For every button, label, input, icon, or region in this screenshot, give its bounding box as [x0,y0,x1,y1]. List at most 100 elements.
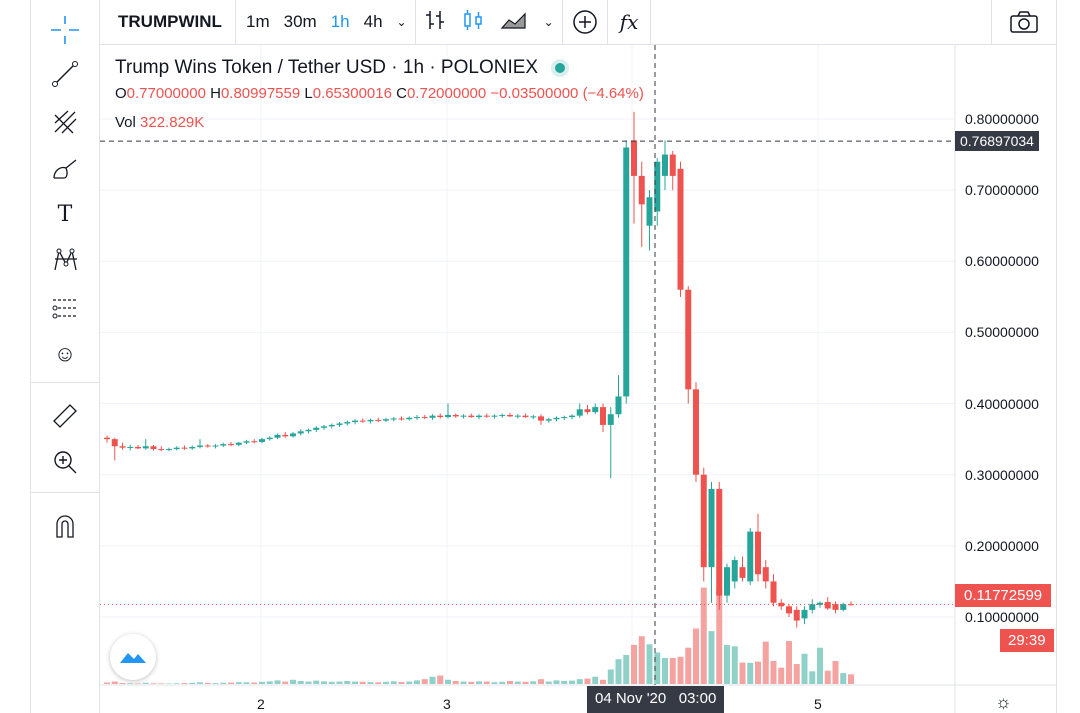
volume-bar [321,681,327,684]
add-compare-icon[interactable] [563,0,607,45]
bar-chart-icon[interactable] [424,8,446,37]
interval-1m[interactable]: 1m [246,12,270,31]
volume-bar [189,682,196,684]
text-icon[interactable]: T [57,201,73,227]
candle-body [321,426,327,428]
candle-body [390,418,397,420]
candle-body [677,168,684,290]
ohlc-values: O0.77000000 H0.80997559 L0.65300016 C0.7… [115,85,644,102]
interval-1h[interactable]: 1h [330,12,350,31]
volume-bar [297,680,304,684]
volume-bar [181,683,188,684]
pitchfork-icon[interactable] [31,102,99,142]
volume-value: 322.829K [140,114,205,131]
volume-bar [545,681,552,684]
prediction-icon[interactable] [31,288,99,328]
candle-body [817,602,823,605]
trend-line-icon[interactable] [31,54,99,94]
symbol-search[interactable]: TRUMPWINL [118,12,222,31]
chevron-down-icon[interactable]: ⌄ [396,15,407,29]
candle-body [840,604,847,610]
pattern-icon[interactable] [31,240,99,280]
camera-icon[interactable] [992,0,1056,45]
candle-body [127,446,134,448]
chart-legend: Trump Wins Token / Tether USD · 1h · POL… [115,57,644,131]
time-label: 5 [814,696,822,712]
settings-icon[interactable]: ☼ [995,692,1012,712]
volume-bar [786,641,792,684]
volume-bar [491,682,498,684]
candle-body [483,415,490,417]
area-chart-icon[interactable] [500,8,528,37]
volume-bar [111,681,118,684]
volume-bar [654,652,661,684]
candle-body [662,154,668,176]
candle-body [166,449,172,451]
candle-body [538,416,544,421]
volume-bar [716,587,723,684]
volume-bar [530,681,537,684]
volume-label[interactable]: Vol [115,114,136,131]
candle-body [344,422,351,424]
price-axis-label: 0.60000000 [965,253,1039,270]
price-axis-label: 0.40000000 [965,395,1039,412]
volume-bar [212,683,219,684]
brush-icon[interactable] [31,148,99,188]
interval-4h[interactable]: 4h [363,12,383,31]
chevron-down-icon[interactable]: ⌄ [543,15,554,29]
candle-body [437,415,444,418]
candle-body [716,488,723,596]
indicators-icon[interactable]: fx [608,0,651,45]
low-label: L [304,85,313,102]
candle-body [592,407,599,413]
candle-body [135,446,141,449]
candle-body [576,409,583,416]
candle-body [228,444,234,446]
volume-bar [778,667,785,684]
volume-bar [747,662,754,684]
volume-bar [437,675,444,684]
volume-bar [817,647,823,684]
candle-body [731,560,738,582]
volume-bar [328,681,335,684]
volume-bar [220,682,227,684]
candle-body [274,434,281,438]
candle-body [514,415,521,417]
tradingview-logo[interactable] [110,634,156,680]
volume-bar [204,682,211,684]
volume-bar [421,679,428,684]
zoom-in-icon[interactable] [31,442,99,482]
volume-bar [251,682,258,684]
volume-bar [762,641,769,684]
volume-bar [824,670,831,684]
volume-bar [848,674,854,684]
candle-body [452,414,459,417]
candle-body [367,419,374,422]
ruler-icon[interactable] [31,396,99,436]
volume-bar [104,682,110,684]
price-axis-label: 0.50000000 [965,324,1039,341]
candle-body [468,415,475,418]
volume-bar [158,683,165,684]
candle-body [406,417,413,420]
volume-bar [367,682,374,684]
volume-bar [538,679,544,684]
candle-body [445,414,451,418]
candle-body [801,609,808,619]
crosshair-icon[interactable] [31,10,99,50]
candle-body [638,175,645,205]
candle-body [158,449,165,451]
volume-bar [770,661,777,684]
candles-icon[interactable] [462,8,484,37]
candle-body [235,442,242,445]
volume-bar [142,682,149,684]
candle-body [631,140,637,176]
emoji-icon[interactable]: ☺ [53,341,77,366]
symbol-title[interactable]: Trump Wins Token / Tether USD · 1h · POL… [115,57,539,78]
volume-bar [305,681,312,684]
crosshair-price-label: 0.76897034 [955,131,1039,151]
interval-30m[interactable]: 30m [283,12,317,31]
magnet-icon[interactable] [31,506,99,546]
close-value: 0.72000000 [406,85,487,102]
